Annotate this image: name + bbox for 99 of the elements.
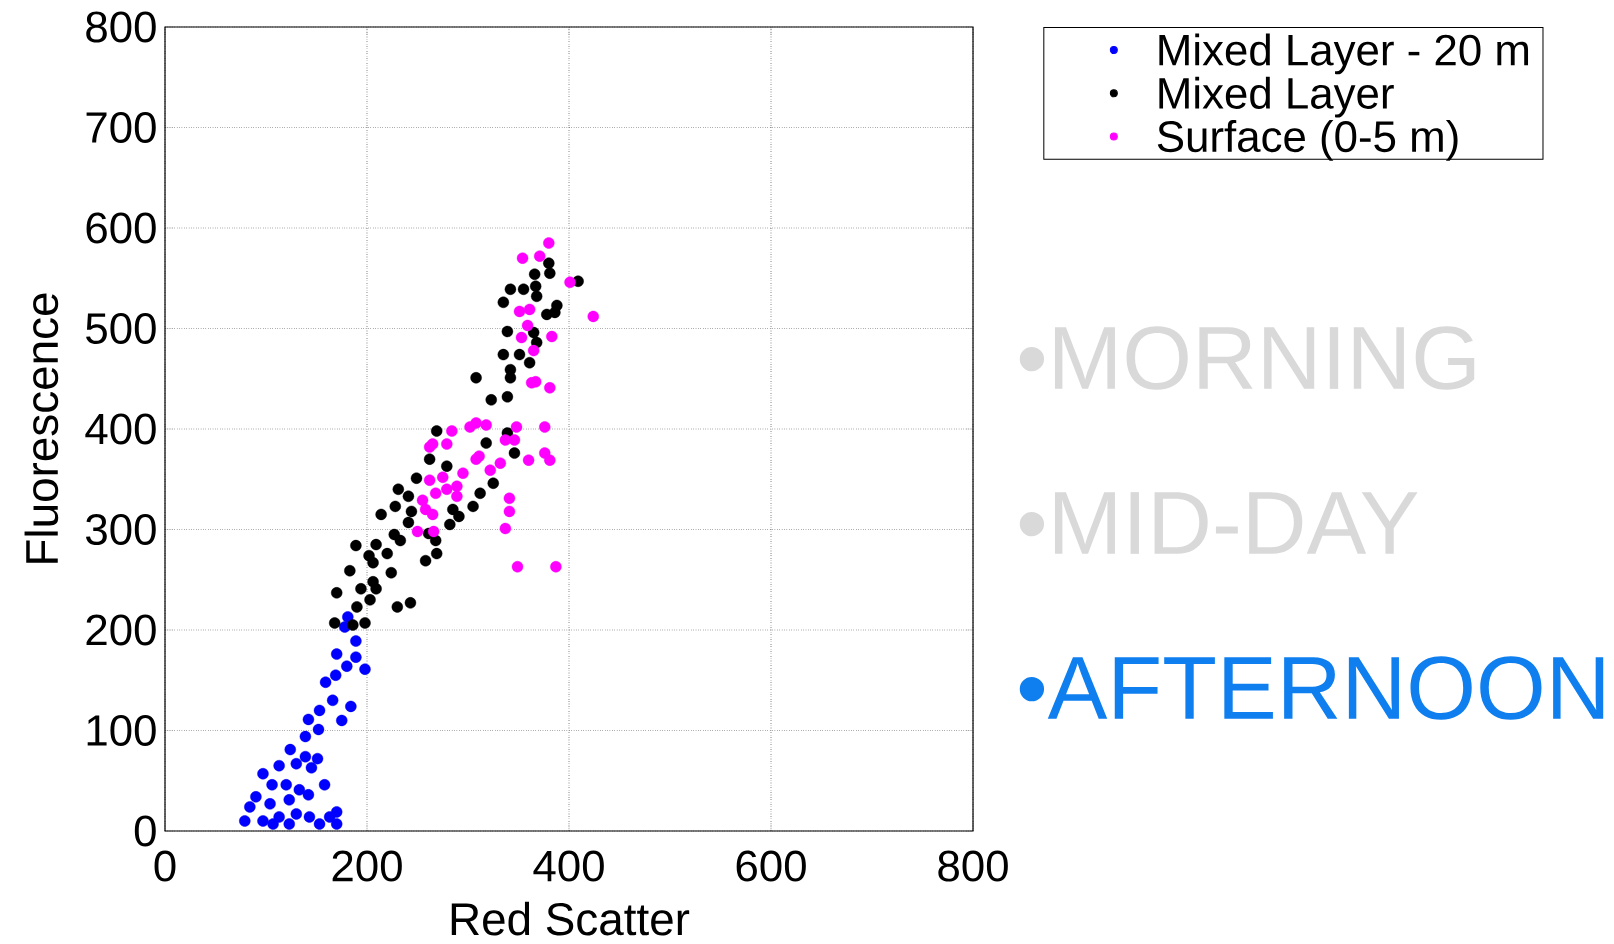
x-tick-label: 600 [736, 850, 806, 882]
y-tick-label: 700 [86, 111, 156, 143]
x-tick-label: 0 [154, 850, 176, 882]
point [513, 305, 526, 318]
y-tick-label: 200 [86, 614, 156, 646]
point [539, 421, 551, 433]
point [426, 508, 439, 521]
point [336, 714, 348, 727]
point [283, 818, 295, 830]
point [564, 276, 576, 288]
x-tick-label: 800 [938, 850, 1008, 882]
point [273, 759, 285, 772]
point [543, 237, 555, 249]
point [480, 419, 492, 431]
point [313, 704, 326, 717]
point [331, 818, 343, 830]
point [264, 798, 276, 810]
point [257, 815, 269, 827]
point [311, 752, 324, 765]
x-axis-title: Red Scatter [451, 901, 690, 936]
point [429, 487, 442, 500]
point [546, 330, 558, 343]
point [283, 794, 295, 806]
point [299, 730, 312, 743]
point [587, 310, 599, 323]
y-tick-label: 100 [87, 714, 156, 747]
point [284, 743, 296, 756]
point [427, 525, 440, 538]
point [350, 635, 362, 647]
point [359, 663, 371, 675]
point [411, 525, 424, 538]
point [267, 818, 279, 830]
point [290, 808, 303, 820]
point [441, 483, 453, 495]
point [515, 331, 528, 344]
point [521, 319, 534, 332]
y-tick-label: 300 [86, 513, 156, 546]
legend-label: Surface (0-5 m) [1157, 119, 1458, 161]
y-tick-label: 800 [86, 11, 156, 43]
point [499, 522, 512, 535]
point [319, 676, 332, 688]
point [451, 480, 463, 492]
point [516, 252, 529, 264]
point [257, 768, 269, 780]
point [342, 611, 354, 623]
point [345, 700, 357, 713]
point [446, 425, 458, 437]
point [508, 434, 521, 446]
point [313, 818, 326, 830]
point [494, 457, 507, 469]
point [312, 723, 325, 736]
point [451, 490, 463, 503]
point [534, 250, 546, 262]
point [441, 438, 453, 450]
point [511, 560, 524, 573]
y-tick-label: 0 [134, 815, 156, 847]
point [266, 779, 278, 791]
point [544, 382, 556, 394]
y-axis-title: Fluorescence [24, 293, 59, 563]
text: •AFTERNOON [1019, 656, 1604, 720]
point [293, 784, 306, 796]
point [464, 421, 476, 433]
point [273, 811, 285, 823]
point [303, 811, 316, 823]
point [331, 806, 343, 818]
point [437, 471, 449, 483]
point [239, 815, 251, 827]
x-tick-label: 200 [332, 850, 402, 882]
legend-label: Mixed Layer - 20 m [1159, 33, 1529, 75]
point [550, 560, 562, 573]
legend-label: Mixed Layer [1159, 76, 1394, 118]
point [299, 750, 312, 763]
point [522, 454, 535, 466]
point [318, 779, 331, 791]
x-tick-label: 400 [533, 850, 604, 882]
y-tick-label: 400 [85, 413, 156, 445]
point [250, 791, 262, 803]
point [305, 761, 318, 774]
point [290, 757, 303, 770]
point [350, 651, 362, 663]
point [326, 694, 339, 707]
point [457, 467, 469, 479]
point [527, 344, 540, 357]
point [484, 464, 496, 476]
point [302, 713, 315, 726]
point [330, 669, 342, 681]
point [523, 303, 536, 316]
point [331, 648, 343, 660]
point [244, 801, 256, 813]
point [280, 779, 292, 791]
point [503, 505, 516, 518]
point [510, 421, 523, 433]
point [503, 492, 516, 505]
point [423, 474, 436, 486]
point [544, 454, 556, 466]
point [302, 789, 315, 801]
y-tick-label: 600 [86, 212, 156, 244]
y-tick-label: 500 [86, 312, 156, 344]
point [341, 660, 353, 672]
